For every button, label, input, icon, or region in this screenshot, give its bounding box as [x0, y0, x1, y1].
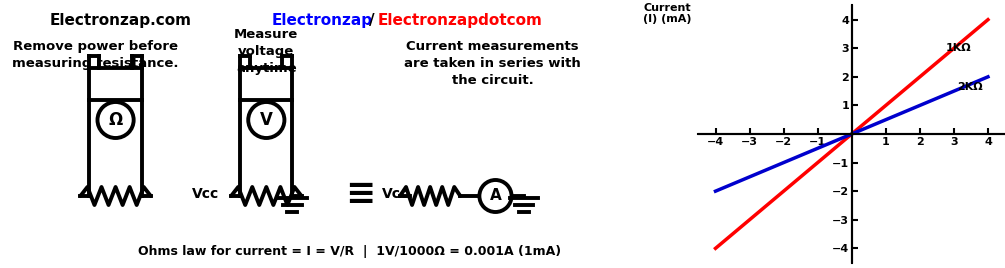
Text: Current
(I) (mA): Current (I) (mA): [643, 3, 691, 24]
Text: Ω: Ω: [109, 111, 123, 129]
Text: Measure
voltage
anytime: Measure voltage anytime: [234, 28, 298, 75]
Text: 2KΩ: 2KΩ: [958, 82, 983, 92]
Text: Electronzap: Electronzap: [271, 13, 373, 28]
Text: Vcc: Vcc: [192, 187, 219, 201]
Text: Electronzapdotcom: Electronzapdotcom: [378, 13, 543, 28]
Text: ≡: ≡: [345, 177, 375, 211]
Text: Ohms law for current = I = V/R  |  1V/1000Ω = 0.001A (1mA): Ohms law for current = I = V/R | 1V/1000…: [138, 245, 562, 258]
Text: Vcc: Vcc: [382, 187, 409, 201]
Text: Current measurements
are taken in series with
the circuit.: Current measurements are taken in series…: [404, 40, 581, 87]
Text: A: A: [489, 188, 501, 203]
Text: Remove power before
measuring resistance.: Remove power before measuring resistance…: [12, 40, 179, 70]
Text: Electronzap.com: Electronzap.com: [49, 13, 192, 28]
Text: 1KΩ: 1KΩ: [946, 43, 971, 53]
Text: V: V: [260, 111, 272, 129]
Text: /: /: [369, 13, 375, 28]
